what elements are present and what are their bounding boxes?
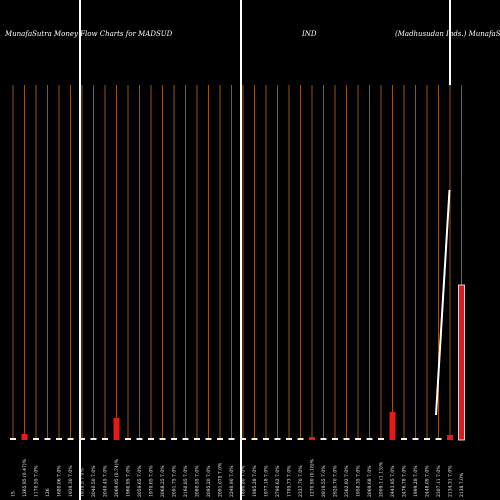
bar <box>90 438 97 440</box>
x-tick-label: 15 <box>11 491 17 497</box>
bar <box>194 438 200 440</box>
bar <box>458 284 465 441</box>
x-tick-label: 126 <box>45 488 51 497</box>
bar <box>435 438 442 440</box>
x-tick-label: 2476.78 7.0% <box>402 465 408 497</box>
bar <box>366 438 373 440</box>
bar <box>332 438 338 440</box>
x-tick-label: 2095.20 7.0% <box>206 465 212 497</box>
x-tick-label: 1977.18 7.0% <box>264 465 270 497</box>
bar <box>297 438 304 440</box>
x-tick-label: 1985.28 7.0% <box>252 465 258 497</box>
x-tick-label: 2069.95 (0.74)% <box>113 458 120 497</box>
bar <box>378 438 384 440</box>
bar <box>79 438 85 440</box>
price-line <box>435 189 451 416</box>
x-tick-label: 1170.55 7.0% <box>34 465 40 497</box>
x-tick-label: 2443.95 7.0% <box>390 465 396 497</box>
bar <box>44 438 51 440</box>
x-tick-label: 1680.06 7.0% <box>57 465 63 497</box>
x-tick-label: 2040.45 7.0% <box>103 465 109 497</box>
bar <box>159 438 166 440</box>
bar <box>10 438 16 440</box>
x-tick-label: 2790.62 7.0% <box>275 465 281 497</box>
x-tick-label: 2069.68 7.0% <box>367 465 373 497</box>
x-tick-label: 2091.75 7.0% <box>172 465 178 497</box>
x-tick-label: 2138 7.0% <box>459 472 465 497</box>
bar <box>228 438 235 440</box>
bar <box>136 438 143 440</box>
x-tick-label: 2920.70 7.0% <box>333 465 339 497</box>
bar <box>205 438 212 440</box>
x-tick-label: 2337.70 7.0% <box>298 465 304 497</box>
x-tick-label: 2448.09 7.0% <box>425 465 431 497</box>
bar <box>447 435 453 440</box>
bar <box>343 438 350 440</box>
x-tick-label: 1970.65 7.0% <box>149 465 155 497</box>
x-tick-label: 1939.30 7.0% <box>68 465 74 497</box>
bar <box>171 438 177 440</box>
x-tick-label: 1890.80 7.0% <box>241 465 247 497</box>
bar <box>309 437 315 440</box>
x-tick-label: 1270.90 (0.18)% <box>309 458 316 497</box>
bar <box>21 434 28 440</box>
bar <box>56 438 62 440</box>
x-tick-label: 2059.65 7.0% <box>137 465 143 497</box>
bar <box>240 438 246 440</box>
x-tick-label: 1919.5 7.0% <box>80 468 86 497</box>
x-tick-label: 2009.1 (1.13)% <box>378 461 385 497</box>
x-tick-label: 1958.35 7.0% <box>356 465 362 497</box>
x-tick-label: 2080.55 7.0% <box>195 465 201 497</box>
x-tick-label: 2134.31 7.0% <box>448 465 454 497</box>
bar <box>113 418 120 440</box>
bar <box>102 438 108 440</box>
bar <box>389 412 396 440</box>
bar <box>424 438 430 440</box>
x-tick-label: 1999.28 7.0% <box>413 465 419 497</box>
bar <box>286 438 292 440</box>
x-tick-label: 2160.85 7.0% <box>183 465 189 497</box>
bar <box>274 438 281 440</box>
symbol-tail: IND <box>301 30 317 38</box>
bar <box>148 438 154 440</box>
company: (Madhusudan Inds.) MunafaS <box>395 30 500 38</box>
bar <box>182 438 189 440</box>
x-tick-label: 2040.50 7.0% <box>91 465 97 497</box>
x-tick-label: 2362.92 7.0% <box>344 465 350 497</box>
bar <box>412 438 419 440</box>
bar <box>263 438 269 440</box>
bar <box>251 438 258 440</box>
x-tick-label: 2919.55 7.0% <box>321 465 327 497</box>
x-tick-label: 1795.73 7.0% <box>287 465 293 497</box>
bar <box>217 438 223 440</box>
bar <box>67 438 74 440</box>
x-tick-label: 2307.11 7.0% <box>436 465 442 497</box>
x-tick-label: 2068.25 7.0% <box>160 465 166 497</box>
bar <box>125 438 131 440</box>
bar <box>355 438 361 440</box>
chart-title: MunafaSutra Money Flow Charts for MADSUD <box>4 30 173 38</box>
x-tick-label: 1960.95 7.0% <box>126 465 132 497</box>
bar <box>33 438 39 440</box>
x-tick-label: 1265.95 (0.47)% <box>21 458 28 497</box>
x-tick-label: 2240.90 7.0% <box>229 465 235 497</box>
bar <box>320 438 327 440</box>
x-tick-label: 2091.075 7.0% <box>218 462 224 497</box>
bar <box>401 438 407 440</box>
